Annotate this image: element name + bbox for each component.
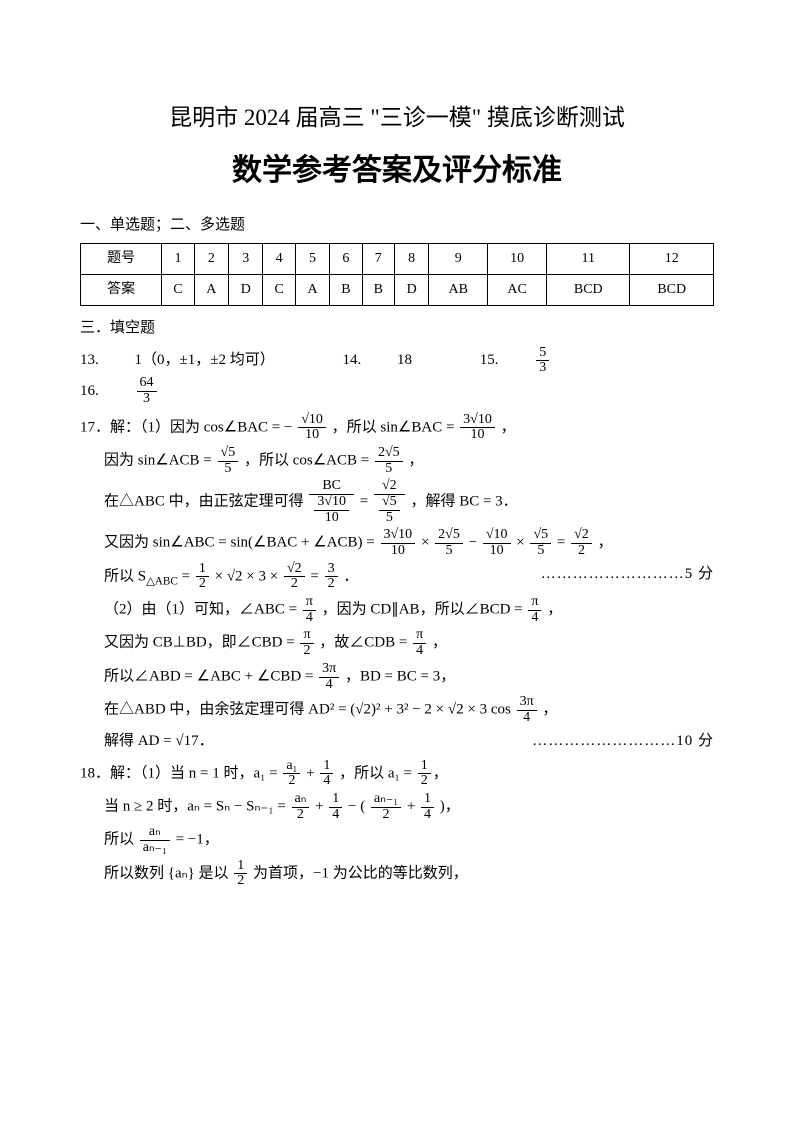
cell: AC [488, 274, 547, 305]
doc-title-2: 数学参考答案及评分标准 [80, 147, 714, 195]
cell: 6 [330, 243, 362, 274]
cell: A [295, 274, 329, 305]
cell: D [229, 274, 263, 305]
cell: C [263, 274, 295, 305]
points-10: ………………………10 分 [532, 729, 714, 753]
fill-answers: 13. 1（0，±1，±2 均可） 14. 18 15. 53 16. 643 [80, 346, 714, 407]
cell: BCD [630, 274, 714, 305]
cell: 1 [162, 243, 194, 274]
cell: BCD [547, 274, 630, 305]
cell: C [162, 274, 194, 305]
table-row: 答案 C A D C A B B D AB AC BCD BCD [81, 274, 714, 305]
cell: 题号 [81, 243, 162, 274]
cell: 3 [229, 243, 263, 274]
cell: 11 [547, 243, 630, 274]
cell: 2 [194, 243, 228, 274]
cell: 12 [630, 243, 714, 274]
cell: D [394, 274, 428, 305]
q17-solution: 17．解：（1）因为 cos∠BAC = − √1010 ，所以 sin∠BAC… [80, 413, 714, 753]
cell: 10 [488, 243, 547, 274]
cell: 4 [263, 243, 295, 274]
cell: 7 [362, 243, 394, 274]
cell: AB [429, 274, 488, 305]
section-fill: 三．填空题 [80, 316, 714, 340]
q18-solution: 18．解：（1）当 n = 1 时，a₁ = a₁2 + 14 ，所以 a₁ =… [80, 759, 714, 890]
points-5: ………………………5 分 [541, 562, 714, 586]
cell: A [194, 274, 228, 305]
answer-table: 题号 1 2 3 4 5 6 7 8 9 10 11 12 答案 C A D C… [80, 243, 714, 306]
cell: 9 [429, 243, 488, 274]
cell: B [330, 274, 362, 305]
doc-title-1: 昆明市 2024 届高三 "三诊一模" 摸底诊断测试 [80, 100, 714, 137]
table-row: 题号 1 2 3 4 5 6 7 8 9 10 11 12 [81, 243, 714, 274]
cell: B [362, 274, 394, 305]
cell: 5 [295, 243, 329, 274]
section-mc: 一、单选题；二、多选题 [80, 213, 714, 237]
cell: 8 [394, 243, 428, 274]
cell: 答案 [81, 274, 162, 305]
